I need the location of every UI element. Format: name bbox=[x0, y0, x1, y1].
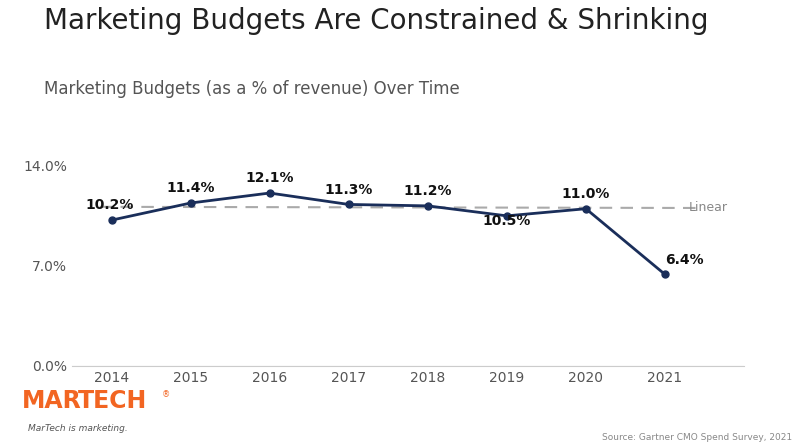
Text: 10.5%: 10.5% bbox=[482, 214, 531, 228]
Text: Marketing Budgets Are Constrained & Shrinking: Marketing Budgets Are Constrained & Shri… bbox=[44, 7, 709, 35]
Text: 12.1%: 12.1% bbox=[246, 171, 294, 185]
Text: 6.4%: 6.4% bbox=[666, 252, 704, 267]
Text: 10.2%: 10.2% bbox=[86, 198, 134, 212]
Text: 11.2%: 11.2% bbox=[403, 184, 452, 198]
Text: MAR: MAR bbox=[22, 389, 82, 413]
Text: Linear: Linear bbox=[689, 202, 728, 215]
Text: 11.3%: 11.3% bbox=[325, 182, 373, 197]
Text: Source: Gartner CMO Spend Survey, 2021: Source: Gartner CMO Spend Survey, 2021 bbox=[602, 433, 792, 442]
Text: 11.4%: 11.4% bbox=[166, 181, 215, 195]
Text: MarTech is marketing.: MarTech is marketing. bbox=[28, 424, 128, 433]
Text: Marketing Budgets (as a % of revenue) Over Time: Marketing Budgets (as a % of revenue) Ov… bbox=[44, 80, 460, 98]
Text: TECH: TECH bbox=[78, 389, 147, 413]
Text: ®: ® bbox=[162, 390, 170, 399]
Text: 11.0%: 11.0% bbox=[562, 187, 610, 201]
